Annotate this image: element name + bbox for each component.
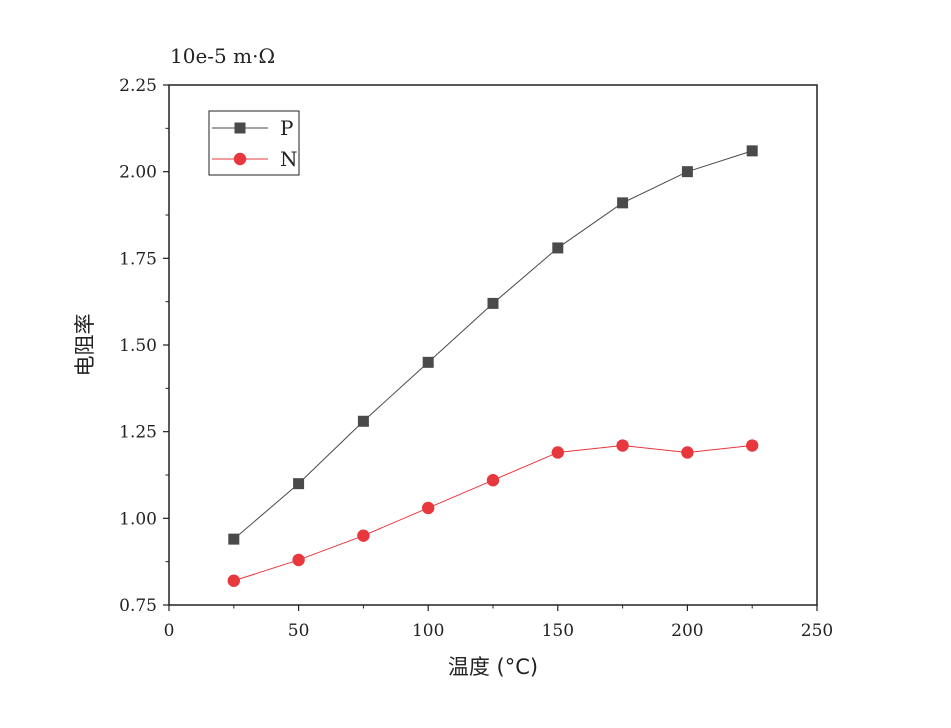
y-tick-label: 1.25 bbox=[119, 423, 157, 443]
y-tick-label: 1.00 bbox=[119, 509, 157, 529]
legend-entry-n: N bbox=[212, 147, 298, 171]
legend-marker-p bbox=[234, 122, 246, 134]
data-point-n bbox=[227, 574, 240, 587]
data-point-n bbox=[551, 446, 564, 459]
series-n bbox=[227, 439, 759, 587]
y-tick-label: 0.75 bbox=[119, 596, 157, 616]
x-axis-title: 温度 (°C) bbox=[448, 655, 538, 679]
y-tick-label: 2.25 bbox=[119, 76, 157, 96]
data-point-n bbox=[746, 439, 759, 452]
y-axis-title: 电阻率 bbox=[73, 314, 97, 377]
data-point-p bbox=[357, 415, 369, 427]
legend-marker-n bbox=[233, 152, 247, 166]
axis-ticks: 0 50 100 150 200 250 0.75 1.00 1.25 1.50 1.75 2.00 2… bbox=[119, 76, 833, 641]
data-point-n bbox=[357, 529, 370, 542]
x-tick-label: 50 bbox=[288, 621, 310, 641]
x-tick-label: 100 bbox=[412, 621, 444, 641]
y-tick-label: 2.00 bbox=[119, 163, 157, 183]
series-p bbox=[228, 145, 758, 545]
x-tick-label: 0 bbox=[164, 621, 175, 641]
data-point-p bbox=[422, 356, 434, 368]
legend: PN bbox=[208, 110, 300, 176]
legend-entry-p: P bbox=[212, 116, 293, 140]
data-point-p bbox=[552, 242, 564, 254]
y-tick-label: 1.50 bbox=[119, 336, 157, 356]
series-line-n bbox=[233, 445, 753, 582]
legend-box bbox=[208, 110, 300, 176]
data-point-n bbox=[292, 553, 305, 567]
x-tick-label: 150 bbox=[542, 621, 574, 641]
unit-label: 10e-5 m·Ω bbox=[170, 44, 275, 68]
series-layer bbox=[227, 145, 759, 587]
data-point-p bbox=[746, 145, 758, 157]
data-point-n bbox=[616, 439, 629, 452]
x-tick-label: 250 bbox=[801, 621, 833, 641]
legend-label-p: P bbox=[280, 116, 293, 140]
data-point-p bbox=[293, 478, 305, 490]
data-point-n bbox=[486, 474, 500, 487]
legend-label-n: N bbox=[280, 147, 298, 171]
data-point-p bbox=[228, 533, 240, 545]
data-point-n bbox=[681, 446, 694, 459]
data-point-p bbox=[617, 197, 629, 209]
x-tick-label: 200 bbox=[671, 621, 703, 641]
data-point-p bbox=[487, 297, 499, 309]
data-point-n bbox=[422, 501, 435, 515]
y-tick-label: 1.75 bbox=[119, 249, 157, 269]
data-point-p bbox=[681, 166, 693, 178]
